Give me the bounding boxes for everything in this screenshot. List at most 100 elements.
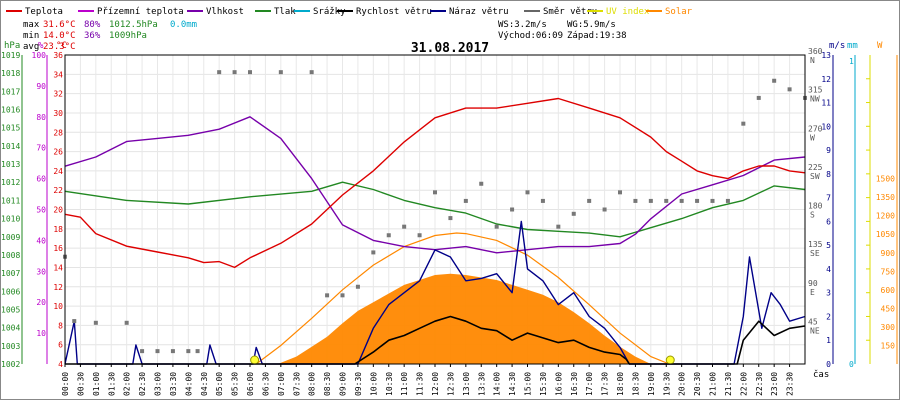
wind-dir-point [510, 207, 515, 212]
x-tick-label: 18:00 [616, 372, 625, 396]
wind-dir-point [725, 198, 730, 203]
x-tick-label: 04:00 [184, 372, 193, 396]
x-tick-label: 19:30 [662, 372, 671, 396]
x-tick-label: 06:30 [261, 372, 270, 396]
wind-dir-point [633, 198, 638, 203]
hpa-tick-label: 1018 [1, 69, 20, 78]
wind-dir-point [325, 293, 330, 298]
legend-label-8: UV index [606, 7, 650, 17]
stat-min-label: min [23, 31, 39, 41]
wind-dir-point [433, 190, 437, 195]
wind-dir-point [155, 349, 160, 354]
legend-label-7: Směr větru [543, 7, 597, 17]
wind-dir-point [525, 190, 530, 195]
w-tick-label: 1050 [876, 230, 895, 239]
stats-block: max 31.6°C 80% 1012.5hPa 0.0mm min 14.0°… [23, 20, 197, 52]
dir-tick-name: S [810, 211, 815, 220]
stat-min-press: 1009hPa [109, 31, 147, 41]
degc-tick-label: 24 [53, 167, 63, 176]
stat-avg-label: avg [23, 42, 39, 52]
x-tick-label: 10:30 [385, 372, 394, 396]
w-tick-label: 900 [881, 249, 896, 258]
mm-unit: mm [847, 41, 858, 51]
plot-frame [64, 54, 806, 365]
wind-dir-point [463, 198, 468, 203]
hpa-tick-label: 1017 [1, 87, 20, 96]
x-tick-label: 14:30 [508, 372, 517, 396]
ms-tick-label: 3 [826, 289, 831, 298]
wind-dir-point [124, 320, 129, 325]
dir-tick-deg: 225 [808, 163, 823, 172]
hpa-tick-label: 1016 [1, 106, 20, 115]
ms-tick-label: 12 [821, 75, 831, 84]
pct-tick-label: 70 [36, 144, 46, 153]
x-tick-label: 08:00 [308, 372, 317, 396]
x-tick-label: 08:30 [323, 372, 332, 396]
w-tick-label: 1200 [876, 212, 895, 221]
ms-tick-label: 10 [821, 122, 831, 131]
x-tick-label: 17:00 [585, 372, 594, 396]
w-tick-label: 300 [881, 323, 896, 332]
x-tick-label: 15:30 [539, 372, 548, 396]
hpa-tick-label: 1009 [1, 233, 20, 242]
wind-dir-point [772, 78, 777, 83]
ms-tick-label: 2 [826, 312, 831, 321]
legend-label-6: Náraz větru [449, 7, 509, 17]
w-tick-label: 450 [881, 304, 896, 313]
wind-dir-point [679, 198, 684, 203]
chart-title: 31.08.2017 [411, 41, 489, 56]
x-tick-label: 07:00 [277, 372, 286, 396]
info-wind-gust: WG:5.9m/s [567, 20, 616, 30]
hpa-tick-label: 1019 [1, 51, 20, 60]
wind-dir-point [664, 198, 669, 203]
x-tick-label: 10:00 [369, 372, 378, 396]
wind-dir-point [695, 198, 700, 203]
series-line-náraz-větru [64, 220, 806, 365]
wind-dir-point [248, 70, 252, 75]
x-tick-label: 07:30 [292, 372, 301, 396]
degc-tick-label: 20 [53, 206, 63, 215]
wind-dir-point [618, 190, 622, 195]
degc-tick-label: 18 [53, 225, 63, 234]
degc-tick-label: 4 [58, 360, 63, 369]
pct-tick-label: 30 [36, 267, 46, 276]
dir-tick-name: NE [810, 326, 820, 335]
sun-marker-východ [250, 355, 260, 365]
w-unit: W [877, 41, 883, 51]
ms-unit: m/s [829, 41, 845, 51]
x-tick-label: 02:00 [123, 372, 132, 396]
wind-dir-point [648, 198, 653, 203]
x-tick-label: 18:30 [631, 372, 640, 396]
sun-marker-západ [665, 355, 675, 365]
x-tick-label: 05:00 [215, 372, 224, 396]
legend-label-3: Tlak [274, 7, 296, 17]
pct-tick-label: 10 [36, 329, 46, 338]
degc-tick-label: 14 [53, 263, 63, 272]
wind-dir-point [217, 70, 222, 75]
legend-label-1: Přízemní teplota [97, 7, 184, 17]
legend: Teplota Přízemní teplota Vlhkost Tlak Srážky… [6, 7, 693, 17]
pct-tick-label: 50 [36, 206, 46, 215]
x-tick-label: 17:30 [601, 372, 610, 396]
w-tick-label: 600 [881, 286, 896, 295]
info-wind-speed: WS:3.2m/s [498, 20, 547, 30]
hpa-tick-label: 1006 [1, 287, 20, 296]
ms-tick-label: 9 [826, 146, 831, 155]
x-tick-label: 15:00 [524, 372, 533, 396]
left-axes: hPa% °C1002100310041005100610071008100910… [1, 41, 67, 369]
w-tick-label: 1500 [876, 175, 895, 184]
dir-tick-name: W [810, 133, 815, 142]
x-tick-label: 11:00 [400, 372, 409, 396]
hpa-tick-label: 1002 [1, 360, 20, 369]
wind-dir-point [402, 224, 407, 229]
wind-dir-point [371, 250, 376, 255]
x-tick-label: 01:00 [92, 372, 101, 396]
x-tick-label: 03:00 [154, 372, 163, 396]
x-tick-label: 03:30 [169, 372, 178, 396]
wind-dir-point [93, 320, 98, 325]
hpa-unit: hPa [4, 41, 20, 51]
x-tick-label: 22:30 [755, 372, 764, 396]
right-axes: m/s mm W360N315NW270W225SW180S135SE90E45NE… [808, 41, 898, 369]
w-tick-label: 150 [881, 341, 896, 350]
stat-max-temp: 31.6°C [43, 20, 76, 30]
